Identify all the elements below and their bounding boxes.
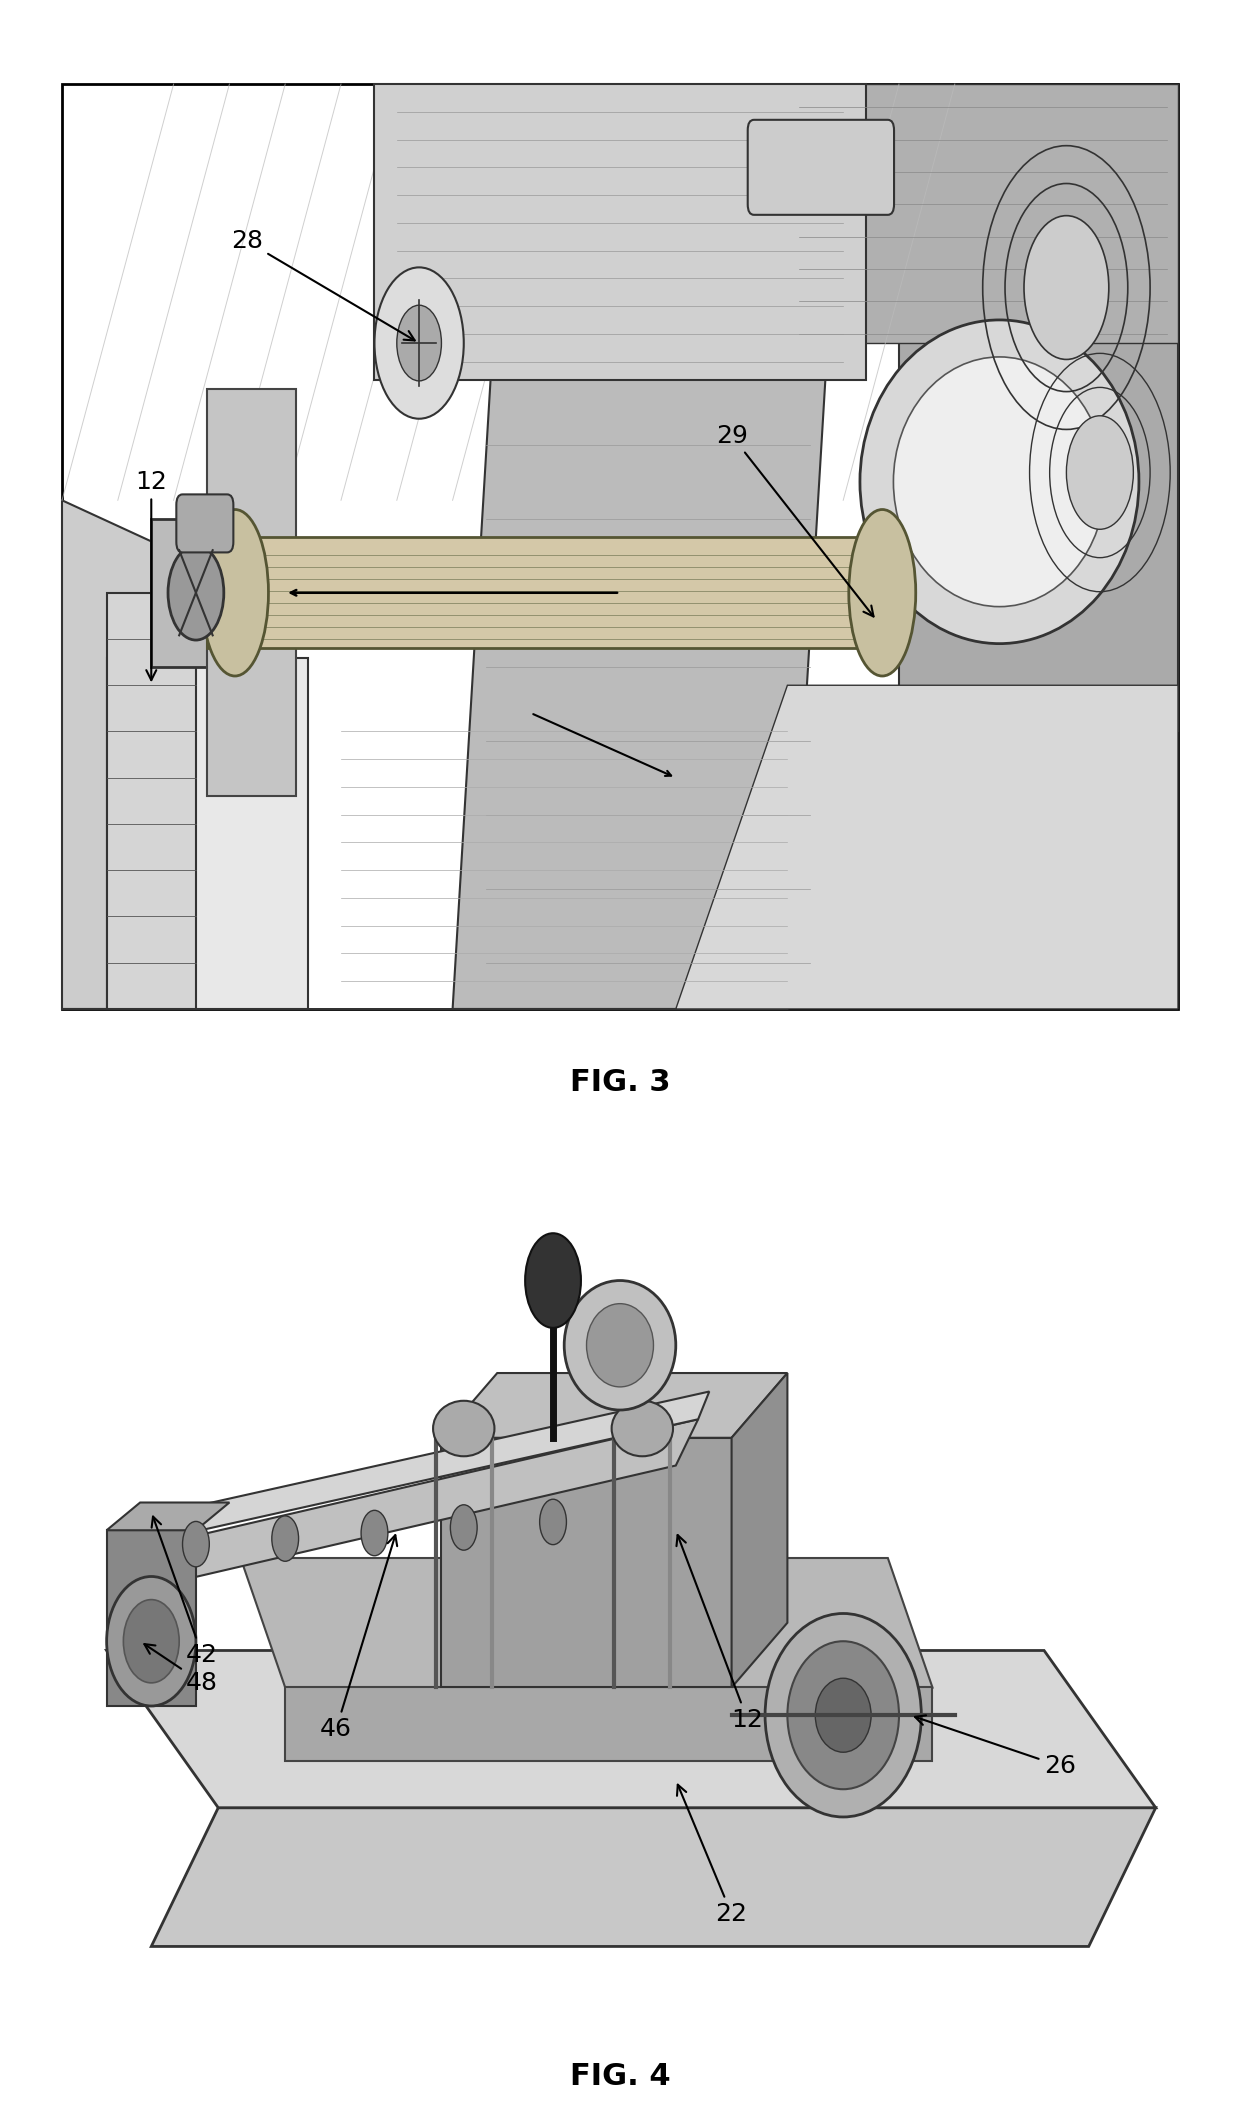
Text: 12: 12: [135, 469, 167, 681]
FancyBboxPatch shape: [62, 84, 1178, 1009]
Polygon shape: [899, 223, 1178, 731]
Circle shape: [450, 1505, 477, 1549]
Circle shape: [397, 305, 441, 380]
Polygon shape: [107, 1530, 196, 1707]
Polygon shape: [107, 1503, 229, 1530]
Ellipse shape: [123, 1600, 180, 1684]
FancyBboxPatch shape: [748, 120, 894, 214]
Circle shape: [272, 1516, 299, 1562]
Circle shape: [374, 267, 464, 418]
Polygon shape: [441, 1373, 787, 1438]
Ellipse shape: [816, 1677, 870, 1753]
Polygon shape: [285, 1688, 932, 1761]
Circle shape: [361, 1511, 388, 1555]
Ellipse shape: [765, 1614, 921, 1816]
Circle shape: [169, 544, 224, 641]
Polygon shape: [241, 1558, 932, 1688]
Ellipse shape: [201, 509, 268, 677]
Circle shape: [526, 1234, 580, 1328]
FancyBboxPatch shape: [62, 1114, 1178, 2039]
Ellipse shape: [564, 1280, 676, 1410]
Text: 48: 48: [144, 1644, 218, 1694]
Polygon shape: [118, 1392, 709, 1549]
Text: 29: 29: [715, 423, 873, 616]
Text: 22: 22: [677, 1785, 748, 1925]
Polygon shape: [453, 84, 843, 1009]
Polygon shape: [107, 1650, 1156, 1808]
Ellipse shape: [611, 1400, 673, 1457]
Polygon shape: [374, 84, 866, 380]
Polygon shape: [107, 593, 196, 1009]
Text: 46: 46: [320, 1534, 397, 1740]
FancyBboxPatch shape: [151, 519, 263, 666]
Polygon shape: [151, 1808, 1156, 1946]
Ellipse shape: [787, 1642, 899, 1789]
FancyBboxPatch shape: [176, 494, 233, 553]
Ellipse shape: [893, 357, 1106, 607]
Ellipse shape: [587, 1303, 653, 1387]
Text: 12: 12: [677, 1534, 764, 1732]
Text: 28: 28: [231, 229, 414, 341]
Text: 26: 26: [915, 1715, 1076, 1778]
Polygon shape: [62, 500, 308, 1009]
Circle shape: [539, 1499, 567, 1545]
Text: FIG. 4: FIG. 4: [569, 2062, 671, 2091]
Polygon shape: [787, 84, 1178, 343]
Polygon shape: [107, 658, 308, 1009]
Polygon shape: [732, 1373, 787, 1688]
Text: FIG. 3: FIG. 3: [569, 1068, 671, 1097]
Circle shape: [1066, 416, 1133, 530]
Ellipse shape: [861, 320, 1140, 643]
Polygon shape: [441, 1438, 732, 1688]
Circle shape: [182, 1522, 210, 1566]
Polygon shape: [62, 685, 1178, 1009]
FancyBboxPatch shape: [207, 538, 899, 647]
Circle shape: [1024, 217, 1109, 359]
Text: 42: 42: [151, 1516, 218, 1667]
Ellipse shape: [433, 1400, 495, 1457]
FancyBboxPatch shape: [207, 389, 296, 797]
Ellipse shape: [848, 509, 915, 677]
Ellipse shape: [107, 1576, 196, 1707]
Polygon shape: [118, 1419, 698, 1595]
